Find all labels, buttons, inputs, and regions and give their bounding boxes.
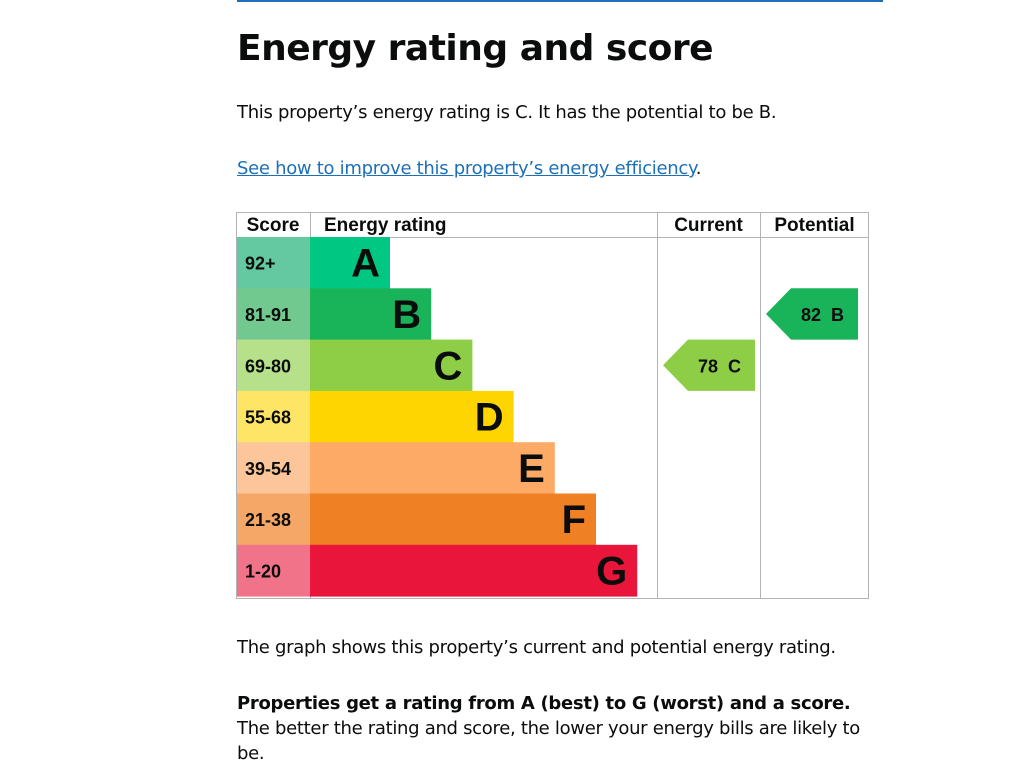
score-cell-f [237,493,310,546]
rating-markers: 78 C 82 B [663,288,858,391]
rating-letter-c: C [434,344,463,388]
score-cell-a [237,237,310,289]
score-label-b: 81-91 [245,305,291,325]
rating-bar-e [310,442,555,494]
score-label-a: 92+ [245,254,276,274]
chart-frame [236,212,869,599]
potential-rating-label: 82 B [801,305,844,325]
rating-letter-d: D [475,396,504,440]
improve-suffix: . [695,158,702,179]
score-label-c: 69-80 [245,356,291,376]
rating-bar-b [310,288,432,341]
header-potential: Potential [774,215,854,236]
rating-letter-a: A [351,242,380,286]
score-cell-b [237,288,310,341]
score-cell-g [237,544,310,597]
rating-bar-c [310,339,473,392]
rating-explanation: Properties get a rating from A (best) to… [237,691,877,766]
page-title: Energy rating and score [237,28,714,69]
score-label-d: 55-68 [245,408,291,428]
score-label-g: 1-20 [245,561,281,581]
graph-description: The graph shows this property’s current … [237,637,836,658]
rating-letter-f: F [562,498,586,542]
score-cell-e [237,442,310,494]
potential-rating-arrow [766,288,858,340]
top-divider [237,0,883,2]
improve-efficiency-link[interactable]: See how to improve this property’s energ… [237,158,696,179]
current-rating-label: 78 C [698,356,741,376]
header-current: Current [674,215,743,236]
rating-letter-e: E [518,447,545,491]
rating-bar-g [310,544,638,597]
rating-bar-f [310,493,596,546]
score-cell-d [237,390,310,443]
rating-bar-d [310,390,514,443]
score-label-f: 21-38 [245,510,291,530]
rating-explanation-rest: The better the rating and score, the low… [237,718,861,764]
header-score: Score [247,215,300,236]
energy-rating-chart: Score Energy rating Current Potential 92+ A 8… [236,212,869,599]
rating-letter-b: B [392,293,421,337]
improve-paragraph: See how to improve this property’s energ… [237,156,702,181]
rating-bands: 92+ A 81-91 B 69-80 C 55-68 D 39-54 E 21-38 F 1-20 G [237,237,638,597]
score-cell-c [237,339,310,392]
score-label-e: 39-54 [245,459,291,479]
rating-explanation-bold: Properties get a rating from A (best) to… [237,693,851,714]
rating-summary: This property’s energy rating is C. It h… [237,102,777,123]
header-energy-rating: Energy rating [324,215,446,236]
chart-headers: Score Energy rating Current Potential [247,215,855,236]
rating-bar-a [310,237,390,289]
current-rating-arrow [663,339,755,391]
rating-letter-g: G [596,549,627,593]
